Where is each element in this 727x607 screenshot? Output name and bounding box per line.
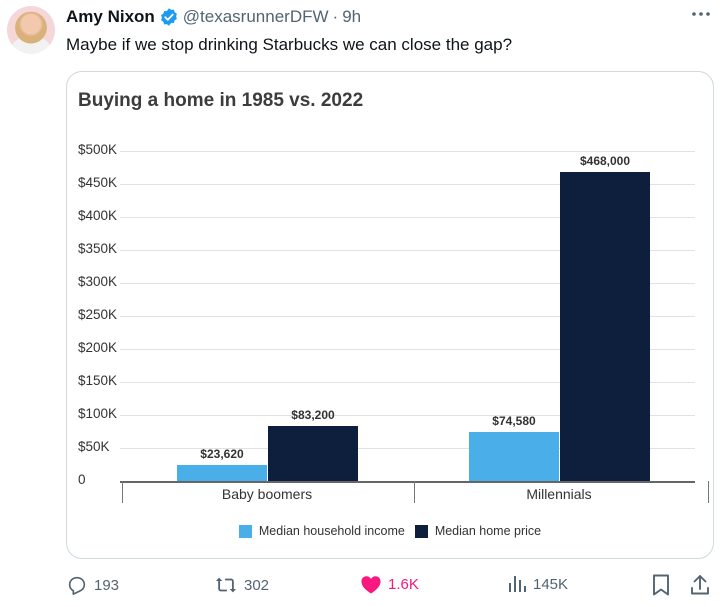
verified-badge-icon bbox=[159, 7, 179, 27]
legend-item-income: Median household income bbox=[238, 524, 405, 538]
gridline bbox=[120, 151, 695, 152]
share-button[interactable] bbox=[690, 574, 710, 596]
bar-income bbox=[177, 465, 267, 481]
x-tick-mark bbox=[708, 481, 709, 503]
tweet-header: Amy Nixon @texasrunnerDFW · 9h bbox=[66, 6, 361, 28]
y-tick-label: $100K bbox=[78, 406, 118, 421]
legend-item-home-price: Median home price bbox=[414, 524, 542, 538]
more-options-icon[interactable] bbox=[689, 4, 713, 24]
x-tick-mark bbox=[122, 481, 123, 503]
bar-home-price bbox=[560, 172, 650, 481]
gridline bbox=[120, 184, 695, 185]
tweet-text: Maybe if we stop drinking Starbucks we c… bbox=[66, 35, 513, 54]
gridline bbox=[120, 217, 695, 218]
chart-image-card[interactable]: Buying a home in 1985 vs. 2022 Median ho… bbox=[66, 71, 714, 559]
x-tick-label: Baby boomers bbox=[221, 486, 313, 502]
y-tick-label: $150K bbox=[78, 373, 118, 388]
bar-data-label: $74,580 bbox=[492, 413, 536, 428]
gridline bbox=[120, 349, 695, 350]
bar-home-price bbox=[268, 426, 358, 481]
chart-legend: Median household income Median home pric… bbox=[67, 524, 713, 538]
gridline bbox=[120, 283, 695, 284]
y-tick-label: $350K bbox=[78, 241, 118, 256]
gridline bbox=[120, 448, 695, 449]
tweet-actions: 193 302 1.6K 145K bbox=[66, 574, 714, 602]
y-tick-label: $400K bbox=[78, 208, 118, 223]
y-tick-label: $500K bbox=[78, 142, 118, 157]
legend-label-home-price: Median home price bbox=[434, 524, 542, 538]
reply-icon bbox=[68, 576, 86, 595]
bar-data-label: $83,200 bbox=[291, 408, 335, 423]
gridline bbox=[120, 316, 695, 317]
bookmark-icon bbox=[653, 574, 669, 596]
y-tick-label: $200K bbox=[78, 340, 118, 355]
bar-data-label: $23,620 bbox=[200, 447, 244, 462]
legend-swatch-income bbox=[238, 524, 252, 538]
y-tick-label: 0 bbox=[78, 472, 86, 487]
bar-data-label: $468,000 bbox=[579, 154, 631, 169]
y-tick-label: $250K bbox=[78, 307, 118, 322]
bookmark-button[interactable] bbox=[652, 574, 670, 596]
retweet-icon bbox=[215, 577, 237, 593]
avatar[interactable] bbox=[7, 6, 55, 54]
share-icon bbox=[691, 575, 709, 595]
chart-title: Buying a home in 1985 vs. 2022 bbox=[78, 90, 364, 111]
reply-count: 193 bbox=[94, 576, 120, 594]
gridline bbox=[120, 382, 695, 383]
reply-button[interactable]: 193 bbox=[66, 574, 119, 596]
heart-filled-icon bbox=[361, 576, 381, 594]
gridline bbox=[120, 415, 695, 416]
views-count: 145K bbox=[533, 575, 569, 593]
y-tick-label: $300K bbox=[78, 274, 118, 289]
views-button[interactable]: 145K bbox=[507, 574, 568, 594]
x-axis-line bbox=[120, 481, 695, 483]
like-button[interactable]: 1.6K bbox=[360, 574, 419, 594]
author-handle[interactable]: @texasrunnerDFW bbox=[182, 7, 329, 26]
timestamp[interactable]: 9h bbox=[342, 7, 362, 26]
gridline bbox=[120, 250, 695, 251]
separator-dot: · bbox=[332, 7, 339, 26]
retweet-count: 302 bbox=[244, 576, 270, 594]
y-tick-label: $450K bbox=[78, 175, 118, 190]
like-count: 1.6K bbox=[388, 575, 419, 593]
legend-label-income: Median household income bbox=[258, 524, 405, 538]
x-tick-mark bbox=[414, 481, 415, 503]
author-name[interactable]: Amy Nixon bbox=[66, 7, 155, 26]
retweet-button[interactable]: 302 bbox=[214, 574, 269, 596]
bar-income bbox=[469, 431, 559, 481]
legend-swatch-home-price bbox=[414, 524, 428, 538]
y-tick-label: $50K bbox=[78, 439, 110, 454]
x-tick-label: Millennials bbox=[526, 486, 592, 502]
views-icon bbox=[509, 576, 526, 592]
